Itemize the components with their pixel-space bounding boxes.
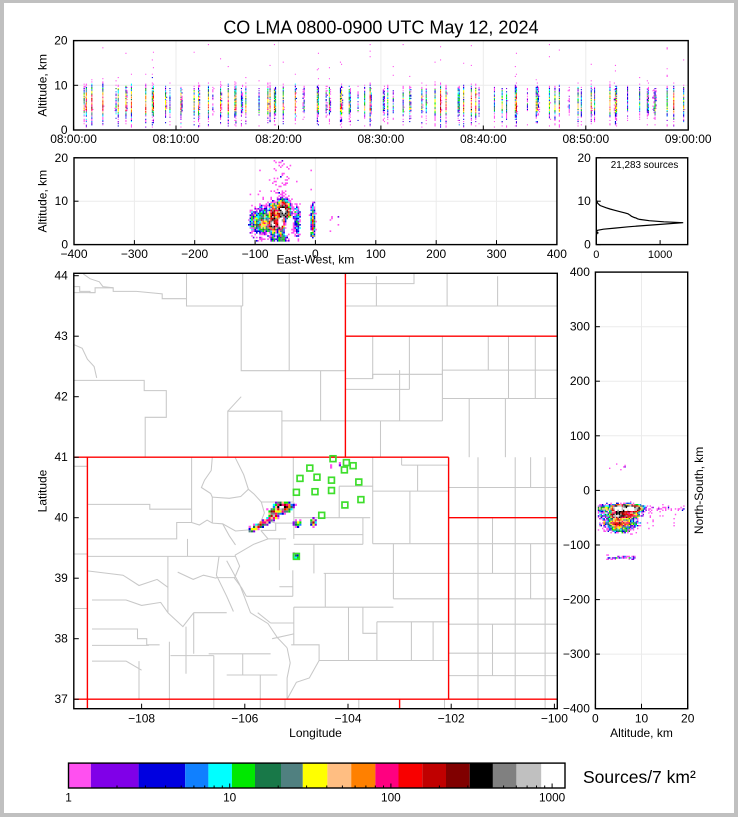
svg-text:Altitude, km: Altitude, km <box>610 726 673 740</box>
svg-text:−104: −104 <box>334 711 361 725</box>
svg-text:42: 42 <box>54 390 68 404</box>
svg-text:08:30:00: 08:30:00 <box>358 132 405 146</box>
svg-text:Altitude, km: Altitude, km <box>36 170 50 233</box>
svg-text:−300: −300 <box>121 247 148 261</box>
svg-text:1000: 1000 <box>539 791 566 805</box>
svg-text:0: 0 <box>592 711 599 725</box>
svg-text:−400: −400 <box>563 702 590 716</box>
svg-text:08:20:00: 08:20:00 <box>255 132 302 146</box>
svg-text:44: 44 <box>54 269 68 283</box>
svg-text:400: 400 <box>570 265 590 279</box>
svg-text:21,283 sources: 21,283 sources <box>611 160 679 171</box>
svg-text:0: 0 <box>312 247 319 261</box>
svg-text:0: 0 <box>583 483 590 497</box>
svg-text:0: 0 <box>584 238 591 252</box>
svg-text:100: 100 <box>381 791 401 805</box>
svg-text:0: 0 <box>61 123 68 137</box>
svg-text:East-West, km: East-West, km <box>277 253 355 267</box>
svg-text:10: 10 <box>54 78 68 92</box>
svg-text:−400: −400 <box>60 247 87 261</box>
svg-text:−300: −300 <box>563 647 590 661</box>
svg-text:08:10:00: 08:10:00 <box>153 132 200 146</box>
svg-text:08:00:00: 08:00:00 <box>50 132 97 146</box>
svg-text:41: 41 <box>54 450 68 464</box>
svg-text:43: 43 <box>54 329 68 343</box>
svg-text:Altitude, km: Altitude, km <box>36 54 50 117</box>
svg-text:08:40:00: 08:40:00 <box>460 132 507 146</box>
svg-text:1000: 1000 <box>648 249 672 261</box>
svg-text:−100: −100 <box>242 247 269 261</box>
svg-text:−106: −106 <box>231 711 258 725</box>
svg-text:37: 37 <box>54 692 68 706</box>
svg-text:200: 200 <box>426 247 446 261</box>
svg-text:1: 1 <box>65 791 72 805</box>
svg-text:100: 100 <box>570 429 590 443</box>
svg-text:40: 40 <box>54 511 68 525</box>
svg-text:39: 39 <box>54 571 68 585</box>
svg-text:CO LMA 0800-0900 UTC May 12, 2: CO LMA 0800-0900 UTC May 12, 2024 <box>223 18 538 38</box>
svg-text:20: 20 <box>55 151 69 165</box>
svg-text:0: 0 <box>593 249 599 261</box>
svg-text:10: 10 <box>55 194 69 208</box>
svg-text:−102: −102 <box>438 711 465 725</box>
svg-text:300: 300 <box>486 247 506 261</box>
svg-text:−200: −200 <box>181 247 208 261</box>
svg-text:10: 10 <box>223 791 237 805</box>
svg-text:100: 100 <box>366 247 386 261</box>
svg-text:Sources/7 km²: Sources/7 km² <box>583 767 696 787</box>
svg-text:Latitude: Latitude <box>36 469 50 512</box>
svg-text:09:00:00: 09:00:00 <box>665 132 712 146</box>
svg-text:200: 200 <box>570 374 590 388</box>
svg-text:08:50:00: 08:50:00 <box>562 132 609 146</box>
svg-text:38: 38 <box>54 632 68 646</box>
svg-text:−200: −200 <box>563 593 590 607</box>
svg-text:20: 20 <box>54 34 68 48</box>
svg-text:−108: −108 <box>128 711 155 725</box>
svg-text:300: 300 <box>570 320 590 334</box>
svg-text:North-South, km: North-South, km <box>692 447 706 534</box>
svg-text:400: 400 <box>547 247 567 261</box>
svg-text:20: 20 <box>577 151 591 165</box>
svg-text:−100: −100 <box>563 538 590 552</box>
svg-text:−100: −100 <box>541 711 568 725</box>
svg-text:Longitude: Longitude <box>289 726 342 740</box>
svg-text:10: 10 <box>635 711 649 725</box>
svg-text:20: 20 <box>681 711 695 725</box>
svg-text:0: 0 <box>61 238 68 252</box>
svg-text:10: 10 <box>577 194 591 208</box>
